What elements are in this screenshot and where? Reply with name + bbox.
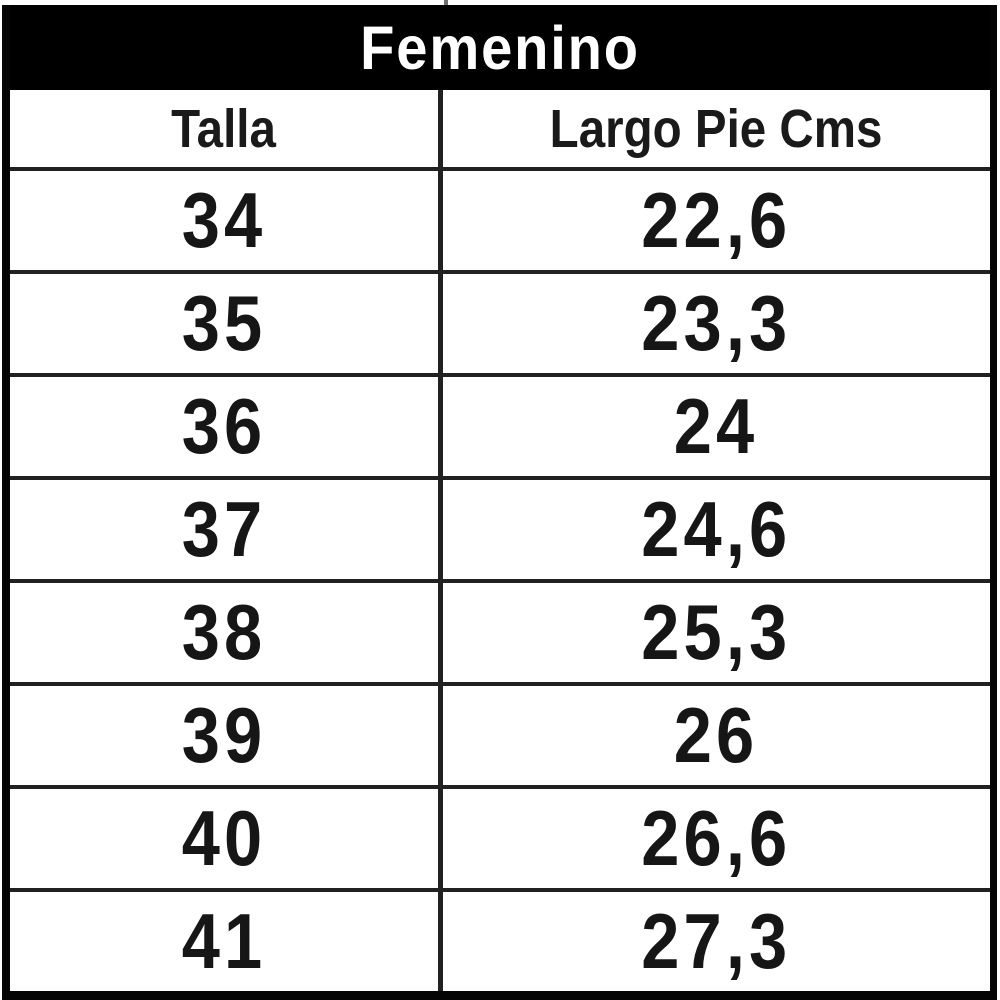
column-header-talla: Talla bbox=[171, 98, 277, 159]
table-row: 36 24 bbox=[10, 373, 990, 476]
header-row: Talla Largo Pie Cms bbox=[10, 90, 990, 167]
largo-cell: 23,3 bbox=[443, 274, 990, 373]
largo-cell: 26 bbox=[443, 686, 990, 785]
largo-value: 26 bbox=[674, 691, 759, 779]
talla-cell: 39 bbox=[10, 686, 443, 785]
header-cell-talla: Talla bbox=[10, 90, 443, 167]
largo-cell: 24 bbox=[443, 377, 990, 476]
talla-value: 35 bbox=[181, 279, 267, 367]
largo-cell: 24,6 bbox=[443, 480, 990, 579]
talla-cell: 37 bbox=[10, 480, 443, 579]
talla-cell: 41 bbox=[10, 892, 443, 991]
talla-cell: 35 bbox=[10, 274, 443, 373]
largo-value: 23,3 bbox=[641, 279, 792, 367]
talla-value: 34 bbox=[181, 176, 267, 264]
largo-value: 22,6 bbox=[641, 176, 792, 264]
largo-cell: 27,3 bbox=[443, 892, 990, 991]
table-row: 40 26,6 bbox=[10, 785, 990, 888]
largo-cell: 26,6 bbox=[443, 789, 990, 888]
table-row: 35 23,3 bbox=[10, 270, 990, 373]
talla-value: 38 bbox=[181, 588, 267, 676]
gridline-remnant bbox=[444, 0, 448, 5]
largo-cell: 25,3 bbox=[443, 583, 990, 682]
largo-value: 27,3 bbox=[641, 897, 792, 985]
talla-value: 40 bbox=[181, 794, 267, 882]
largo-cell: 22,6 bbox=[443, 171, 990, 270]
talla-cell: 36 bbox=[10, 377, 443, 476]
talla-cell: 38 bbox=[10, 583, 443, 682]
talla-cell: 40 bbox=[10, 789, 443, 888]
largo-value: 24 bbox=[674, 382, 759, 470]
largo-value: 26,6 bbox=[641, 794, 792, 882]
largo-value: 25,3 bbox=[641, 588, 792, 676]
talla-value: 39 bbox=[181, 691, 267, 779]
background-sliver bbox=[0, 0, 1000, 5]
column-header-largo: Largo Pie Cms bbox=[550, 98, 883, 159]
talla-value: 41 bbox=[181, 897, 267, 985]
size-table: Femenino Talla Largo Pie Cms 34 22,6 35 … bbox=[2, 5, 997, 1000]
table-title: Femenino bbox=[360, 13, 640, 82]
table-row: 34 22,6 bbox=[10, 167, 990, 270]
talla-value: 37 bbox=[181, 485, 267, 573]
table-row: 38 25,3 bbox=[10, 579, 990, 682]
largo-value: 24,6 bbox=[641, 485, 792, 573]
talla-cell: 34 bbox=[10, 171, 443, 270]
table-row: 37 24,6 bbox=[10, 476, 990, 579]
table-row: 39 26 bbox=[10, 682, 990, 785]
talla-value: 36 bbox=[181, 382, 267, 470]
table-title-band: Femenino bbox=[10, 5, 990, 90]
table-row: 41 27,3 bbox=[10, 888, 990, 991]
header-cell-largo: Largo Pie Cms bbox=[443, 90, 990, 167]
